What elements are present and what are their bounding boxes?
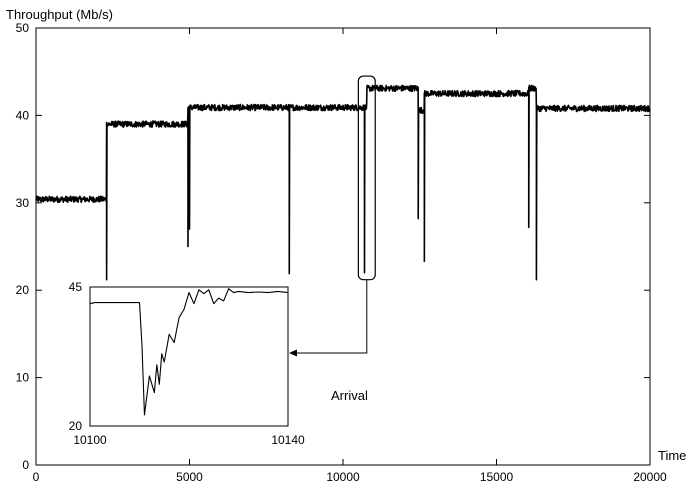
y-tick-label: 0 [22,458,29,472]
inset-series-group [89,288,289,416]
x-tick-label: 5000 [176,470,203,484]
x-tick-label: 15000 [480,470,514,484]
x-tick-label: 20000 [633,470,667,484]
main-series-group [35,84,651,281]
x-tick-label: 10000 [326,470,360,484]
y-axis-label: Throughput (Mb/s) [6,7,113,22]
y-tick-label: 30 [16,196,30,210]
y-tick-label: 10 [16,371,30,385]
inset-axes: 10100 10140 20 45 [69,280,305,447]
inset-y-tick-label: 20 [69,419,83,433]
y-tick-label: 40 [16,108,30,122]
main-axes: 0 5000 10000 15000 20000 0 10 20 30 40 50 [16,21,667,484]
connector-line [296,279,368,354]
inset-plot-background [90,287,288,426]
throughput-line [35,84,651,281]
inset-x-tick-label: 10100 [73,433,107,447]
inset-throughput-line [89,288,289,416]
y-tick-label: 20 [16,283,30,297]
x-tick-label: 0 [33,470,40,484]
x-axis-label: Time [658,448,686,463]
y-tick-label: 50 [16,21,30,35]
inset-x-tick-label: 10140 [271,433,305,447]
connector-arrowhead [289,349,297,357]
arrival-annotation: Arrival [331,388,368,403]
inset-y-tick-label: 45 [69,280,83,294]
zoom-connector-arrow [289,279,368,357]
inset-plot-frame [89,286,289,427]
